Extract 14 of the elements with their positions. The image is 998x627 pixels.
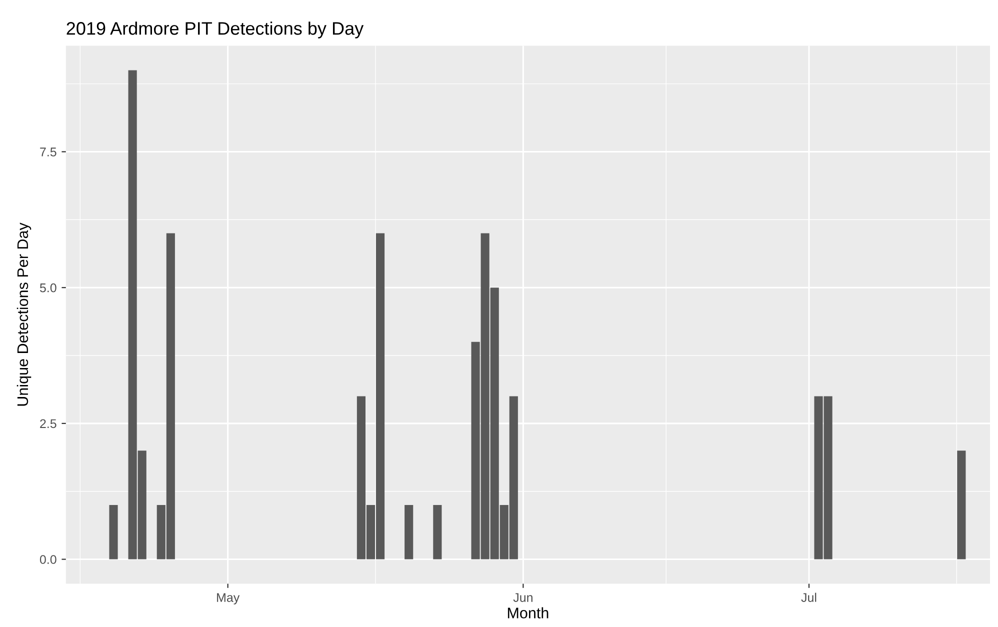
x-tick-label: May — [217, 593, 240, 604]
y-tick-label: 5.0 — [40, 283, 56, 292]
chart-title: 2019 Ardmore PIT Detections by Day — [66, 22, 364, 38]
bar — [433, 504, 442, 560]
bar — [109, 504, 118, 560]
x-tick-label: Jun — [513, 593, 532, 602]
y-tick-label: 2.5 — [40, 419, 56, 428]
bar — [404, 504, 414, 560]
bar — [957, 450, 966, 560]
y-axis-title: Unique Detections Per Day — [16, 222, 32, 406]
x-axis-title: Month — [508, 607, 548, 618]
y-tick-label: 7.5 — [40, 148, 56, 156]
x-tick-label: Jul — [801, 592, 816, 602]
y-tick-label: 0.0 — [40, 555, 56, 564]
